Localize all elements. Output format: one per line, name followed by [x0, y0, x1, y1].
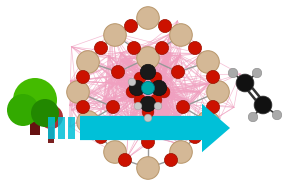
Circle shape [104, 141, 126, 163]
Circle shape [126, 86, 138, 98]
Circle shape [170, 141, 192, 163]
Circle shape [154, 102, 162, 110]
Bar [48, 127, 54, 143]
Circle shape [252, 68, 262, 78]
Circle shape [76, 70, 89, 84]
Circle shape [134, 94, 146, 106]
Bar [30, 107, 40, 135]
Circle shape [140, 64, 156, 80]
Circle shape [207, 81, 229, 103]
Circle shape [76, 101, 89, 114]
Circle shape [129, 80, 145, 96]
Circle shape [39, 105, 63, 129]
Circle shape [155, 41, 168, 55]
Circle shape [150, 72, 162, 84]
Circle shape [106, 101, 119, 114]
Circle shape [141, 81, 154, 94]
Circle shape [134, 72, 146, 84]
Bar [68, 117, 75, 139]
Circle shape [7, 94, 39, 126]
Circle shape [158, 86, 170, 98]
Circle shape [197, 111, 219, 133]
Circle shape [67, 81, 89, 103]
Circle shape [236, 74, 254, 92]
Circle shape [176, 101, 189, 114]
Circle shape [197, 51, 219, 73]
Circle shape [124, 19, 138, 33]
Circle shape [31, 99, 59, 127]
Circle shape [137, 47, 159, 69]
Circle shape [228, 68, 238, 78]
Circle shape [127, 41, 140, 55]
Circle shape [189, 130, 202, 143]
Circle shape [134, 102, 142, 110]
Circle shape [77, 51, 99, 73]
FancyArrow shape [80, 104, 230, 152]
Circle shape [171, 65, 184, 79]
Circle shape [94, 130, 108, 143]
Circle shape [137, 157, 159, 179]
Circle shape [189, 41, 202, 55]
Circle shape [151, 80, 167, 96]
Circle shape [272, 110, 282, 120]
Bar [48, 117, 55, 139]
Circle shape [141, 136, 154, 149]
Circle shape [142, 106, 154, 118]
Circle shape [140, 96, 156, 112]
Circle shape [206, 70, 219, 84]
Circle shape [137, 119, 159, 141]
Circle shape [144, 114, 152, 122]
Circle shape [111, 65, 124, 79]
Circle shape [142, 82, 154, 94]
Circle shape [137, 7, 159, 29]
Circle shape [248, 112, 258, 122]
Circle shape [94, 41, 108, 55]
Circle shape [170, 24, 192, 46]
Circle shape [128, 78, 136, 86]
Circle shape [104, 24, 126, 46]
Circle shape [254, 96, 272, 114]
Circle shape [119, 153, 132, 167]
Circle shape [165, 153, 178, 167]
Circle shape [150, 94, 162, 106]
Circle shape [206, 101, 219, 114]
Circle shape [13, 78, 57, 122]
Bar [58, 117, 65, 139]
Circle shape [159, 19, 172, 33]
Circle shape [77, 111, 99, 133]
